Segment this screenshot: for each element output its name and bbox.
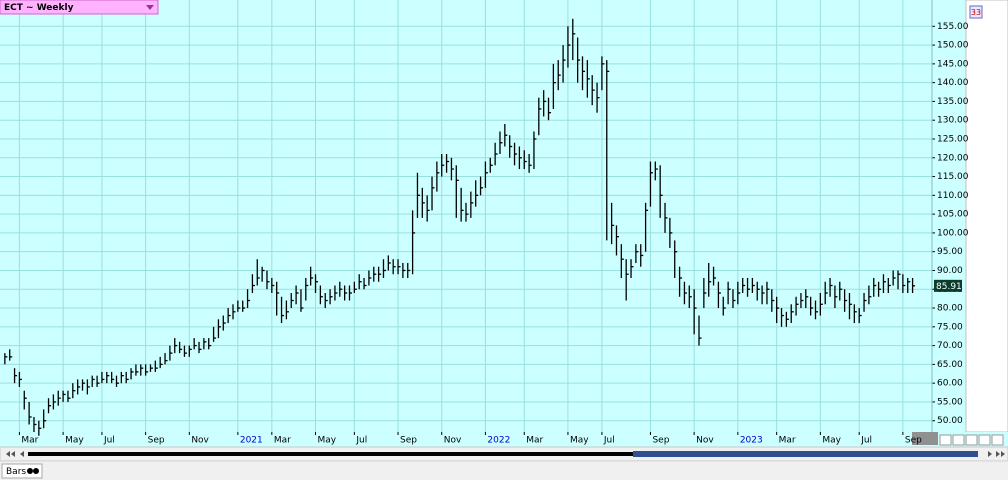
x-tick-label: Nov bbox=[191, 436, 209, 446]
status-icon bbox=[33, 468, 39, 474]
x-tick-label: Jul bbox=[603, 436, 615, 446]
y-tick-label: 105.00 bbox=[937, 210, 969, 220]
x-tick-label: Sep bbox=[905, 436, 922, 446]
x-tick-label: Mar bbox=[274, 436, 291, 446]
y-tick-label: 130.00 bbox=[937, 116, 969, 126]
x-tick-label: Sep bbox=[652, 436, 669, 446]
x-tick-label: Nov bbox=[444, 436, 462, 446]
scroll-prev[interactable] bbox=[20, 451, 24, 457]
y-tick-label: 50.00 bbox=[937, 416, 963, 426]
x-tick-label: May bbox=[318, 436, 337, 446]
y-tick-label: 120.00 bbox=[937, 153, 969, 163]
y-tick-label: 90.00 bbox=[937, 266, 963, 276]
last-price-label: 85.91 bbox=[936, 282, 962, 292]
y-tick-label: 60.00 bbox=[937, 379, 963, 389]
last-price-box bbox=[934, 279, 962, 292]
y-tick-label: 125.00 bbox=[937, 134, 969, 144]
y-tick-label: 145.00 bbox=[937, 59, 969, 69]
nav-button[interactable] bbox=[952, 434, 965, 446]
nav-buttons bbox=[939, 434, 1004, 446]
x-tick-label: 2021 bbox=[240, 436, 263, 446]
y-tick-label: 155.00 bbox=[937, 22, 969, 32]
nav-button[interactable] bbox=[978, 434, 991, 446]
y-tick-label: 55.00 bbox=[937, 397, 963, 407]
y-tick-label: 70.00 bbox=[937, 341, 963, 351]
dropdown-arrow[interactable] bbox=[146, 5, 154, 10]
x-tick-label: Sep bbox=[148, 436, 165, 446]
right-panel bbox=[965, 0, 1008, 433]
symbol-label: ECT ~ Weekly bbox=[4, 3, 74, 13]
x-tick-label: Nov bbox=[696, 436, 714, 446]
nav-button[interactable] bbox=[939, 434, 952, 446]
scroll-first[interactable] bbox=[6, 451, 15, 457]
x-tick-label: May bbox=[65, 436, 84, 446]
status-label: Bars bbox=[6, 467, 26, 477]
x-tick-label: Mar bbox=[526, 436, 543, 446]
x-tick-label: May bbox=[570, 436, 589, 446]
y-tick-label: 80.00 bbox=[937, 304, 963, 314]
x-tick-label: 2022 bbox=[487, 436, 510, 446]
x-tick-label: 2023 bbox=[740, 436, 763, 446]
scroll-last[interactable] bbox=[996, 451, 1005, 457]
symbol-selector[interactable] bbox=[0, 0, 159, 15]
x-tick-label: Jul bbox=[103, 436, 115, 446]
x-tick-label: Jul bbox=[860, 436, 872, 446]
y-tick-label: 95.00 bbox=[937, 247, 963, 257]
y-tick-label: 110.00 bbox=[937, 191, 969, 201]
nav-button[interactable] bbox=[965, 434, 978, 446]
x-tick-label: Jul bbox=[355, 436, 367, 446]
nav-button[interactable] bbox=[991, 434, 1004, 446]
y-tick-label: 75.00 bbox=[937, 322, 963, 332]
scroll-track bbox=[28, 452, 978, 456]
axis-corner bbox=[912, 432, 938, 445]
y-tick-label: 135.00 bbox=[937, 97, 969, 107]
y-tick-label: 150.00 bbox=[937, 41, 969, 51]
status-icon bbox=[27, 468, 33, 474]
y-tick-label: 140.00 bbox=[937, 78, 969, 88]
badge-text: 33 bbox=[971, 8, 981, 17]
plot-background bbox=[0, 0, 966, 432]
status-bar bbox=[0, 462, 1008, 480]
scroll-next[interactable] bbox=[988, 451, 992, 457]
y-tick-label: 65.00 bbox=[937, 360, 963, 370]
x-tick-label: Mar bbox=[779, 436, 796, 446]
x-tick-label: May bbox=[822, 436, 841, 446]
x-tick-label: Mar bbox=[21, 436, 38, 446]
study-tab[interactable] bbox=[1, 463, 43, 479]
plot-area: 50.0055.0060.0065.0070.0075.0080.0085.00… bbox=[0, 0, 969, 436]
scroll-thumb[interactable] bbox=[633, 451, 978, 457]
x-axis-band bbox=[0, 432, 1008, 447]
y-tick-label: 115.00 bbox=[937, 172, 969, 182]
badge-icon[interactable] bbox=[969, 5, 983, 19]
y-tick-label: 100.00 bbox=[937, 228, 969, 238]
x-tick-label: Sep bbox=[400, 436, 417, 446]
